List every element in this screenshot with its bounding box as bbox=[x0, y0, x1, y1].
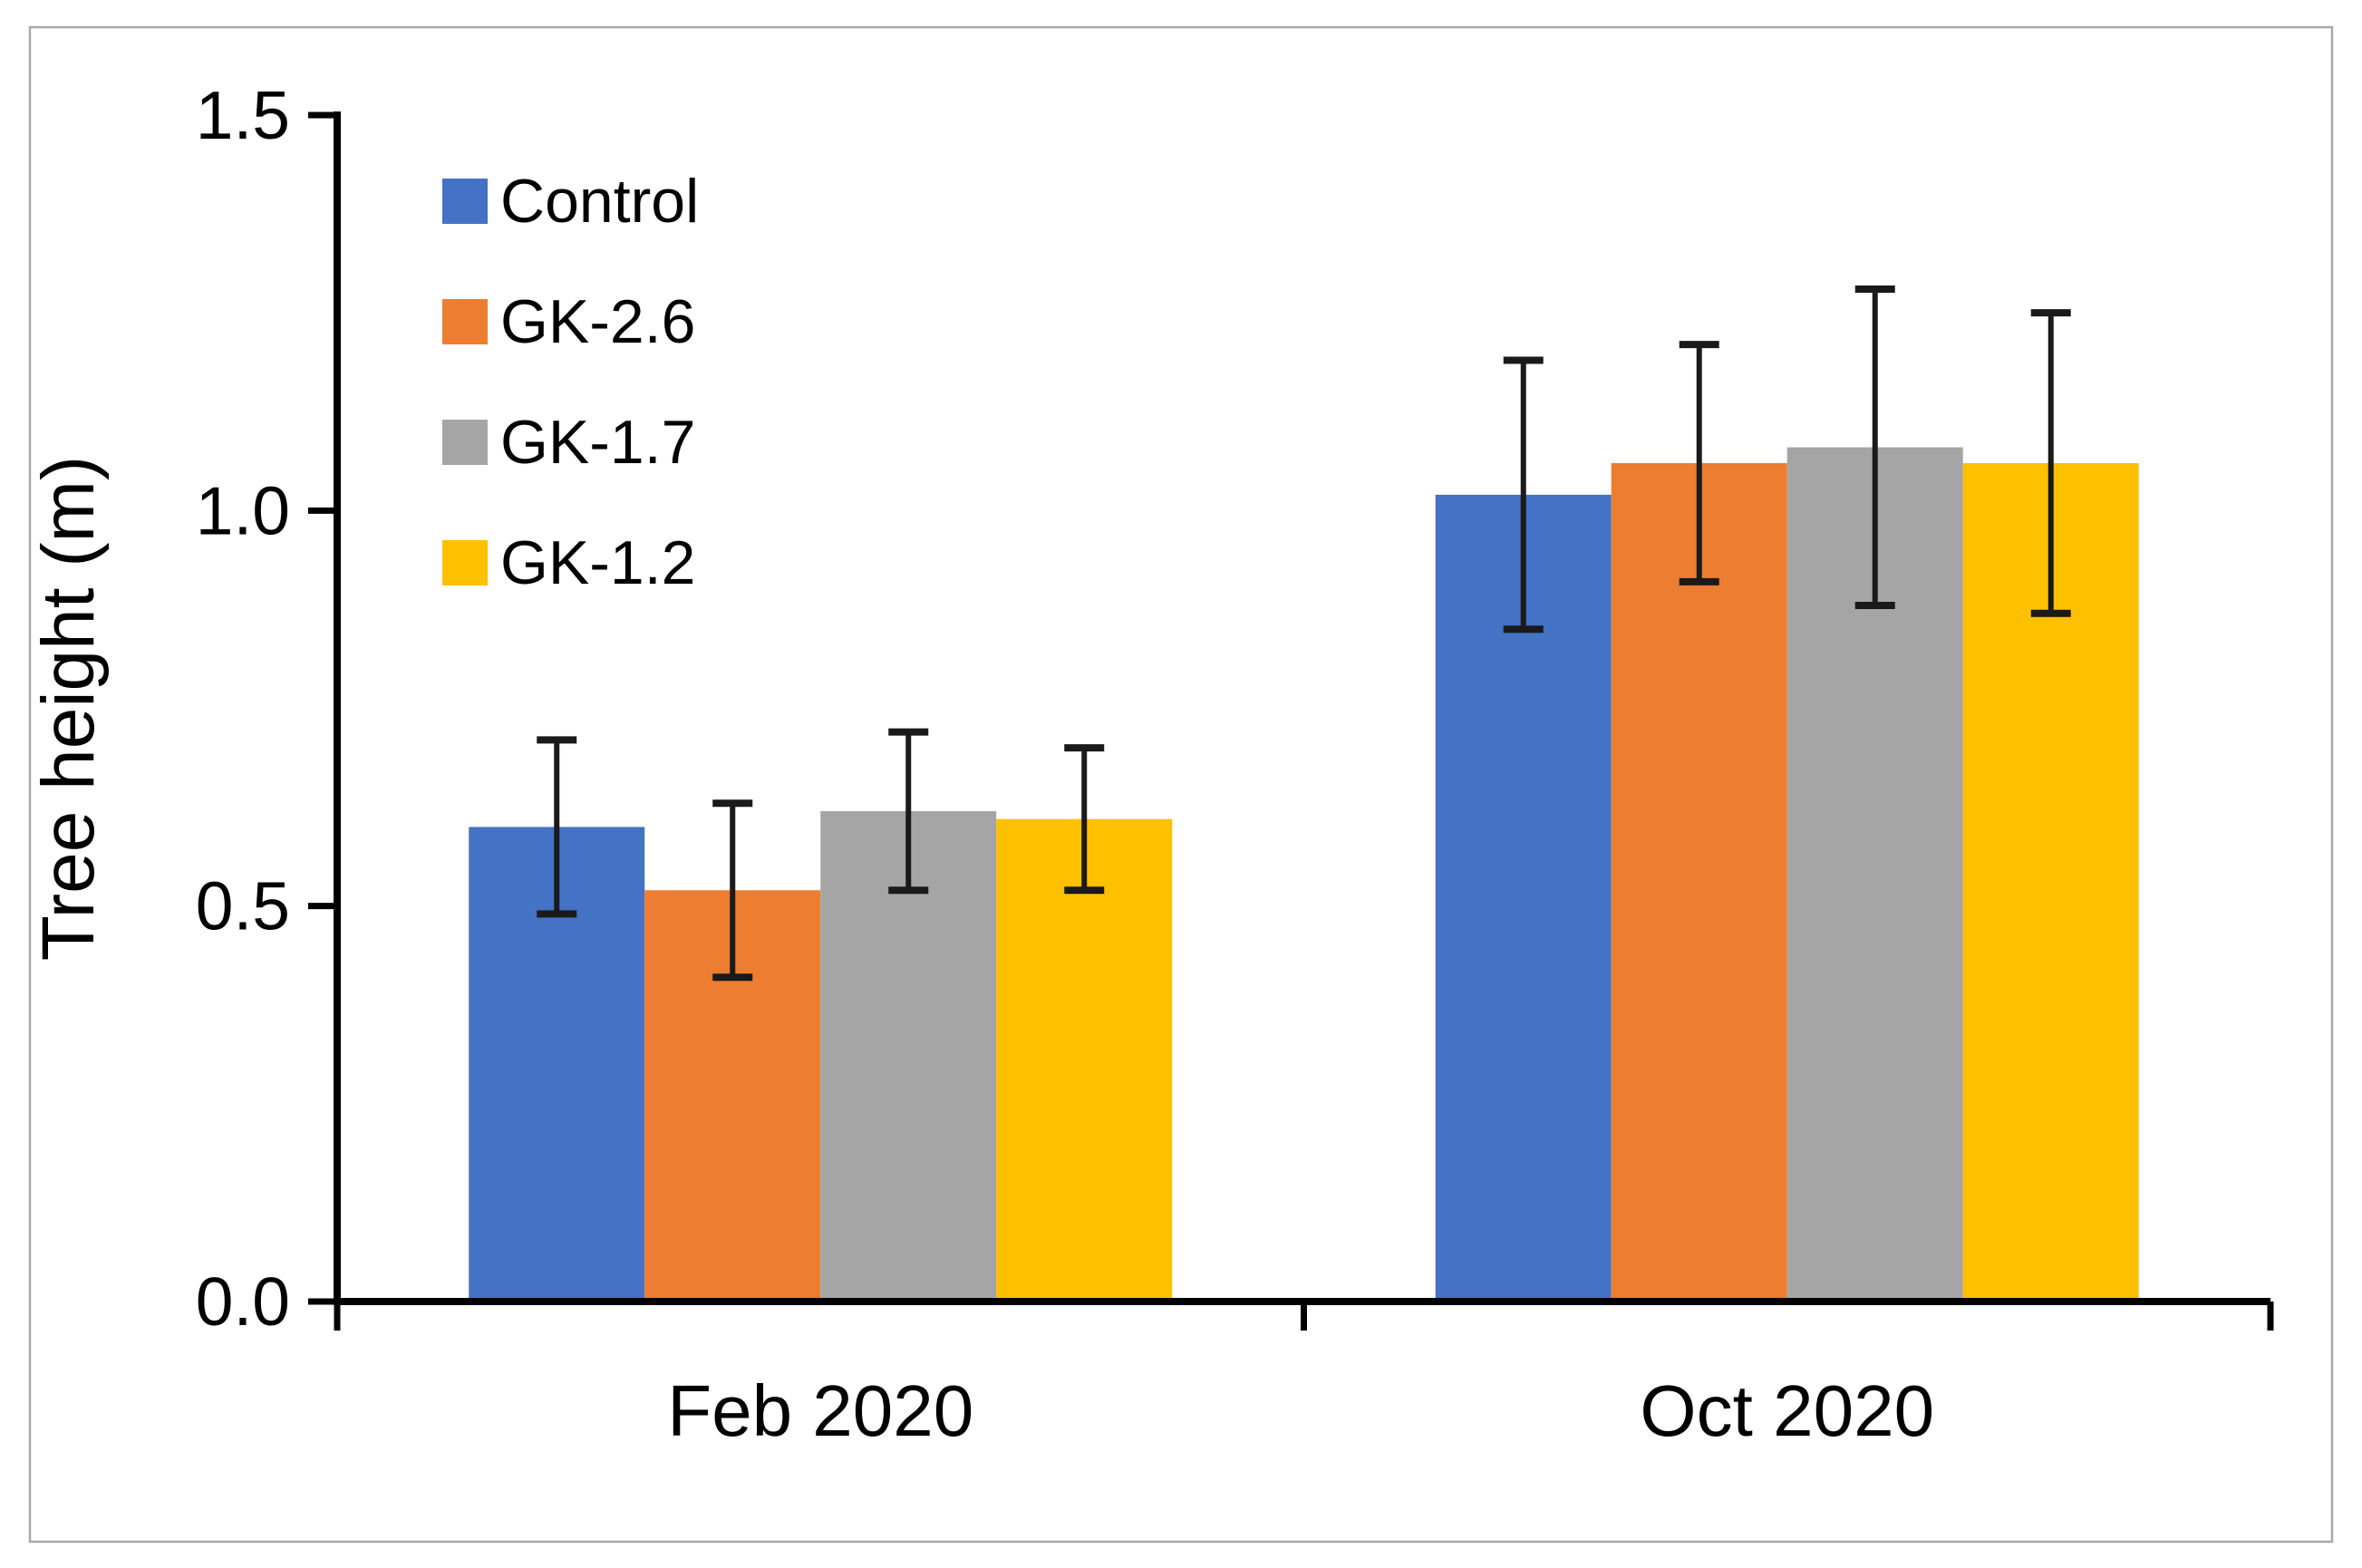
error-bar-control-1 bbox=[1503, 356, 1544, 634]
legend-item-gk-1-7: GK-1.7 bbox=[442, 408, 695, 477]
error-bar-gk-1-2-1 bbox=[2030, 309, 2071, 617]
figure-border bbox=[28, 25, 2334, 1544]
x-category-label: Oct 2020 bbox=[1640, 1370, 1934, 1451]
legend-item-gk-2-6: GK-2.6 bbox=[442, 287, 695, 356]
legend-swatch bbox=[442, 540, 488, 586]
error-bar-control-0 bbox=[537, 736, 577, 918]
bar-gk-1-2-feb-2020 bbox=[996, 818, 1173, 1302]
legend-label: GK-2.6 bbox=[500, 287, 695, 356]
error-bar-gk-1-2-0 bbox=[1064, 744, 1105, 895]
error-bar-gk-1-7-1 bbox=[1854, 285, 1895, 610]
y-axis-title: Tree height (m) bbox=[27, 456, 110, 961]
y-tick-label: 0.0 bbox=[196, 1263, 290, 1340]
legend-label: GK-1.7 bbox=[500, 408, 695, 477]
y-tick-label: 1.0 bbox=[196, 472, 290, 548]
bar-gk-2-6-oct-2020 bbox=[1611, 462, 1787, 1302]
legend-label: Control bbox=[500, 167, 699, 236]
x-category-label: Feb 2020 bbox=[667, 1370, 973, 1451]
error-bar-gk-1-7-0 bbox=[888, 728, 929, 895]
legend: Control GK-2.6 GK-1.7 GK-1.2 bbox=[442, 167, 699, 597]
y-tick-label: 1.5 bbox=[196, 77, 290, 153]
error-bar-gk-2-6-0 bbox=[712, 799, 753, 982]
legend-swatch bbox=[442, 420, 488, 465]
legend-label: GK-1.2 bbox=[500, 528, 695, 597]
legend-swatch bbox=[442, 299, 488, 344]
y-tick-label: 0.5 bbox=[196, 868, 290, 944]
legend-item-control: Control bbox=[442, 167, 699, 236]
error-bar-gk-2-6-1 bbox=[1679, 341, 1719, 586]
legend-item-gk-1-2: GK-1.2 bbox=[442, 528, 695, 597]
legend-swatch bbox=[442, 179, 488, 224]
